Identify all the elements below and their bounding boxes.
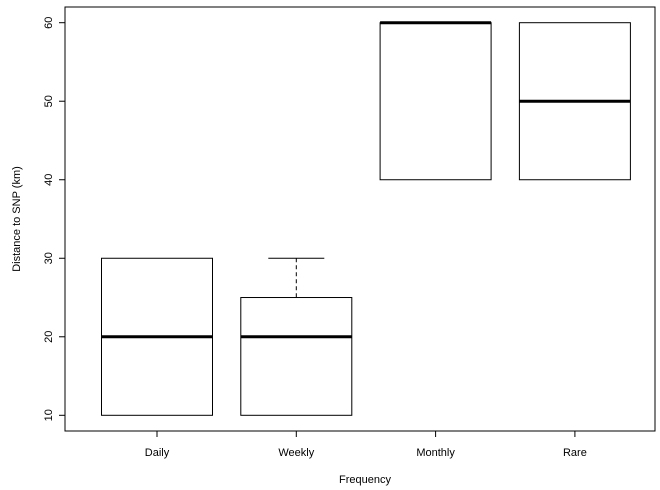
y-tick-label: 20 xyxy=(43,331,55,343)
box-monthly xyxy=(379,22,492,181)
y-tick-label: 10 xyxy=(43,409,55,421)
y-tick-label: 50 xyxy=(43,95,55,107)
x-axis-label: Frequency xyxy=(339,474,391,486)
box-weekly xyxy=(240,297,353,416)
x-tick-label: Weekly xyxy=(278,447,314,459)
x-tick-label: Rare xyxy=(563,447,587,459)
y-tick-label: 40 xyxy=(43,174,55,186)
y-axis: 10 20 30 40 50 60 xyxy=(43,17,65,421)
plot-frame xyxy=(64,6,656,432)
x-axis: Daily Weekly Monthly Rare xyxy=(145,431,587,459)
boxes xyxy=(101,21,631,416)
x-tick-label: Daily xyxy=(145,447,170,459)
y-axis-label: Distance to SNP (km) xyxy=(11,166,23,272)
x-tick-label: Monthly xyxy=(416,447,455,459)
y-tick-label: 60 xyxy=(43,17,55,29)
y-tick-label: 30 xyxy=(43,252,55,264)
